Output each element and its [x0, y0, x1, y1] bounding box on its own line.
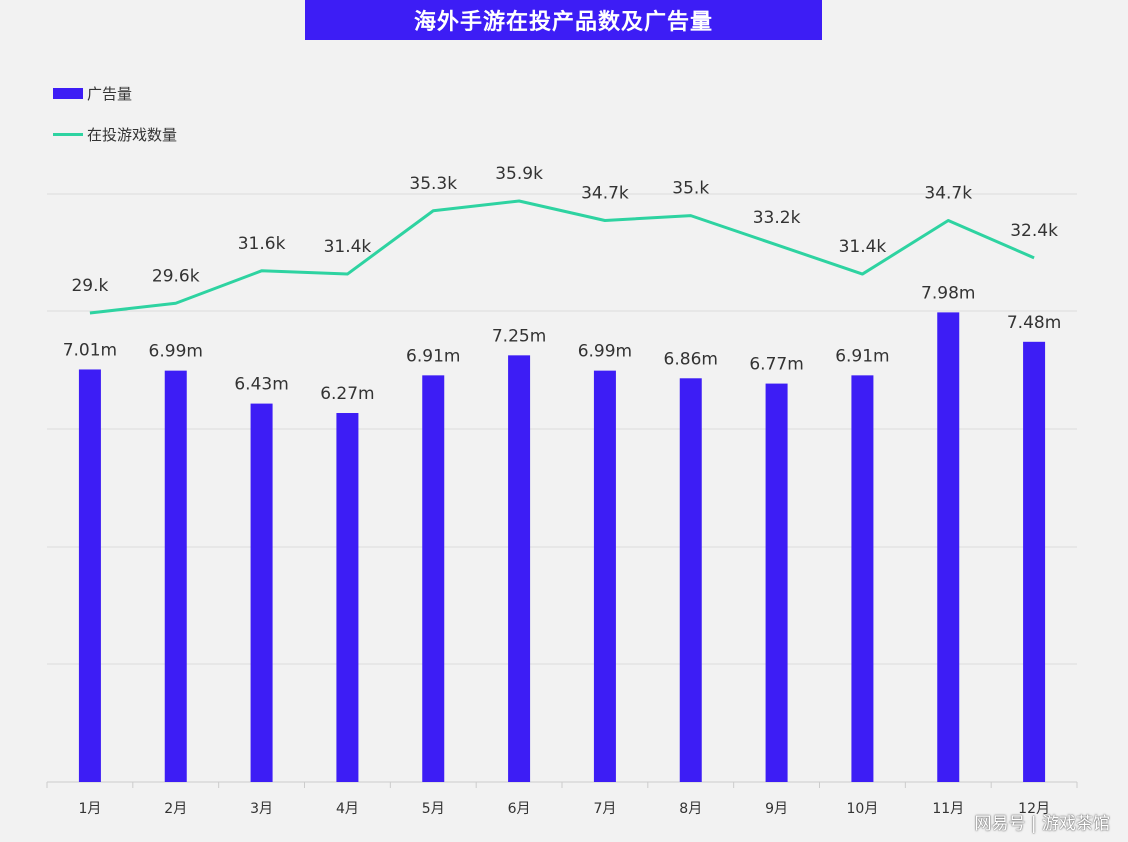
legend-item-game-count: 在投游戏数量 [53, 124, 177, 145]
bar-data-label: 6.27m [320, 384, 374, 404]
bar-ad-volume [679, 378, 702, 782]
bar-ad-volume [164, 370, 187, 782]
x-tick-label: 6月 [508, 801, 531, 817]
bar-data-label: 6.99m [149, 342, 203, 362]
bar-data-label: 6.43m [234, 375, 288, 395]
line-data-label: 29.k [71, 276, 108, 296]
x-tick-label: 10月 [847, 801, 879, 817]
line-data-label: 34.7k [581, 183, 629, 203]
x-tick-label: 9月 [765, 801, 788, 817]
bar-ad-volume [937, 312, 960, 782]
bar-ad-volume [1023, 341, 1046, 782]
legend-label-game-count: 在投游戏数量 [87, 126, 178, 144]
watermark: 网易号 | 游戏茶馆 [974, 814, 1110, 834]
bar-data-label: 7.98m [921, 283, 975, 303]
bar-ad-volume [250, 403, 273, 782]
x-tick-label: 11月 [932, 801, 964, 817]
bar-data-label: 6.91m [406, 346, 460, 366]
bar-ad-volume [508, 355, 531, 782]
line-data-label: 35.9k [495, 164, 543, 184]
bar-ad-volume [78, 369, 101, 782]
bar-ad-volume [765, 383, 788, 782]
line-game-count [89, 199, 1035, 315]
legend-bar-swatch [53, 88, 83, 99]
bar-data-label: 6.99m [578, 342, 632, 362]
x-tick-label: 4月 [336, 801, 359, 817]
bar-data-label: 7.25m [492, 326, 546, 346]
x-tick-label: 7月 [593, 801, 616, 817]
bar-data-label: 6.91m [835, 346, 889, 366]
line-data-label: 31.4k [839, 237, 887, 257]
x-tick-label: 5月 [422, 801, 445, 817]
bar-ad-volume [593, 370, 616, 782]
line-data-label: 35.k [672, 179, 709, 199]
legend-label-ad-volume: 广告量 [87, 85, 133, 103]
line-data-label: 35.3k [409, 174, 457, 194]
line-data-label: 31.4k [324, 237, 372, 257]
x-tick-label: 2月 [164, 801, 187, 817]
line-data-label: 33.2k [753, 208, 801, 228]
line-data-label: 31.6k [238, 234, 286, 254]
line-data-label: 34.7k [924, 183, 972, 203]
chart-title: 海外手游在投产品数及广告量 [305, 0, 822, 40]
bar-ad-volume [422, 375, 445, 782]
line-data-label: 32.4k [1010, 221, 1058, 241]
bar-data-label: 7.48m [1007, 313, 1061, 333]
bar-data-label: 6.77m [749, 355, 803, 375]
bar-ad-volume [336, 413, 359, 782]
x-tick-label: 12月 [1018, 801, 1050, 817]
legend-item-ad-volume: 广告量 [53, 83, 132, 104]
bar-data-label: 6.86m [664, 349, 718, 369]
x-tick-label: 3月 [250, 801, 273, 817]
x-tick-label: 1月 [78, 801, 101, 817]
x-tick-label: 8月 [679, 801, 702, 817]
bar-data-label: 7.01m [63, 340, 117, 360]
line-data-label: 29.6k [152, 266, 200, 286]
bar-ad-volume [851, 375, 874, 782]
legend-line-swatch [53, 133, 83, 136]
